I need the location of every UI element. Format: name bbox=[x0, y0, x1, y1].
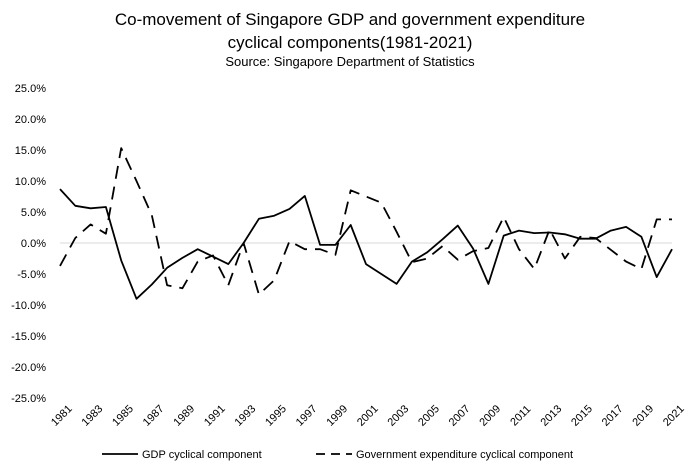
y-tick-label: -5.0% bbox=[17, 269, 46, 281]
x-tick-label: 1995 bbox=[263, 403, 289, 429]
series-gdp-line bbox=[59, 188, 673, 300]
x-tick-label: 2011 bbox=[508, 403, 533, 428]
y-tick-label: 25.0% bbox=[15, 83, 46, 95]
x-tick-label: 2001 bbox=[355, 403, 381, 429]
x-tick-label: 1989 bbox=[171, 403, 197, 429]
x-tick-label: 1985 bbox=[110, 403, 136, 429]
x-tick-label: 1983 bbox=[80, 403, 106, 429]
x-tick-label: 1991 bbox=[202, 403, 228, 429]
x-tick-label: 1993 bbox=[233, 403, 259, 429]
x-tick-label: 2003 bbox=[386, 403, 412, 429]
legend-gdp-label: GDP cyclical component bbox=[142, 449, 262, 461]
x-tick-label: 2005 bbox=[416, 403, 442, 429]
x-tick-label: 1987 bbox=[141, 403, 167, 429]
x-tick-label: 2009 bbox=[477, 403, 503, 429]
chart-title-line1: Co-movement of Singapore GDP and governm… bbox=[115, 10, 585, 29]
x-tick-label: 2007 bbox=[447, 403, 473, 429]
y-tick-label: -25.0% bbox=[11, 393, 46, 405]
series-gov-expenditure-line bbox=[59, 147, 672, 296]
legend-gov-label: Government expenditure cyclical componen… bbox=[356, 449, 573, 461]
y-tick-label: 5.0% bbox=[21, 207, 46, 219]
chart-subtitle: Source: Singapore Department of Statisti… bbox=[225, 54, 475, 69]
y-axis-tick-labels: 25.0% 20.0% 15.0% 10.0% 5.0% 0.0% -5.0% -10.0% -… bbox=[11, 83, 46, 405]
y-tick-label: 15.0% bbox=[15, 145, 46, 157]
series-layer bbox=[59, 147, 673, 300]
x-tick-label: 2013 bbox=[539, 403, 565, 429]
x-tick-label: 2017 bbox=[600, 403, 626, 429]
y-tick-label: 20.0% bbox=[15, 114, 46, 126]
x-tick-label: 1999 bbox=[324, 403, 350, 429]
y-tick-label: -20.0% bbox=[11, 362, 46, 374]
y-tick-label: -10.0% bbox=[11, 300, 46, 312]
x-tick-label: 2015 bbox=[569, 403, 595, 429]
x-tick-label: 1997 bbox=[294, 403, 320, 429]
legend: GDP cyclical component Government expend… bbox=[102, 449, 573, 461]
chart-title-line2: cyclical components(1981-2021) bbox=[228, 33, 473, 52]
x-axis-tick-labels: 1981 1983 1985 1987 1989 1991 1993 1995 1997 1999… bbox=[49, 403, 687, 429]
x-tick-label: 2021 bbox=[661, 403, 687, 429]
y-tick-label: 0.0% bbox=[21, 238, 46, 250]
x-tick-label: 1981 bbox=[49, 403, 75, 429]
y-tick-label: -15.0% bbox=[11, 331, 46, 343]
x-tick-label: 2019 bbox=[630, 403, 656, 429]
y-tick-label: 10.0% bbox=[15, 176, 46, 188]
